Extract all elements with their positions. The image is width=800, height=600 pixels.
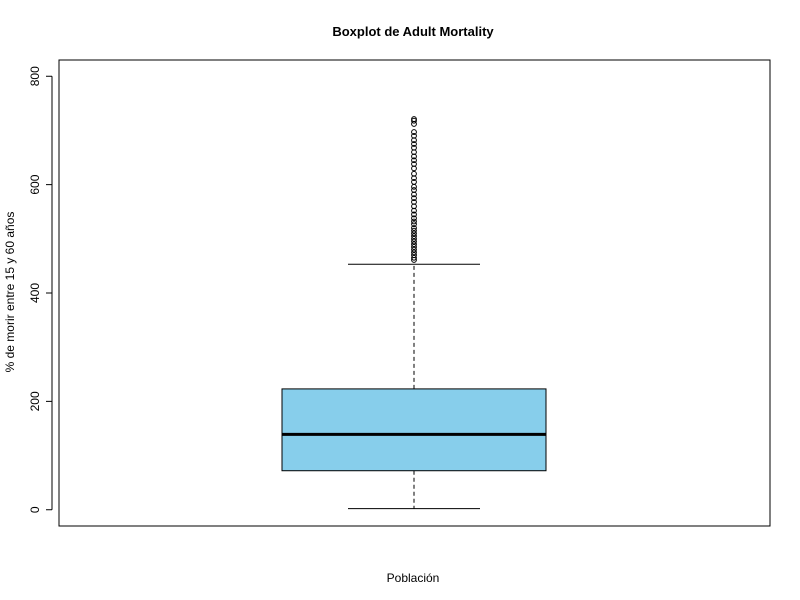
outlier-point-23 [411,183,417,190]
outlier-point-8 [411,235,417,242]
y-tick-label-800: 800 [28,66,42,86]
boxplot [281,263,547,510]
outlier-point-2 [411,252,417,258]
outlier-point-13 [411,221,417,228]
outlier-point-26 [411,170,417,177]
outlier-point-5 [411,244,417,250]
x-axis-label: Población [387,571,440,585]
outlier-point-29 [411,157,417,164]
outlier-point-28 [411,161,417,167]
outlier-point-11 [411,227,417,234]
plot-frame [58,59,771,527]
y-tick-label-200: 200 [28,391,42,411]
outlier-point-36 [411,129,417,135]
y-tick-label-0: 0 [28,506,42,513]
outlier-point-15 [411,215,417,222]
y-axis: 0 200 400 600 800 [28,66,53,513]
outlier-point-6 [411,241,417,248]
chart-title: Boxplot de Adult Mortality [332,24,494,39]
outlier-point-20 [411,195,417,202]
outlier-point-35 [411,132,417,139]
outlier-point-10 [411,230,417,237]
outliers [411,116,417,263]
outlier-point-32 [411,144,417,151]
outlier-point-39 [411,116,417,122]
outlier-point-16 [411,211,417,218]
outlier-point-19 [411,199,417,205]
outlier-point-33 [411,141,417,147]
outlier-point-1 [411,254,417,261]
iqr-box [281,388,547,472]
outlier-point-9 [411,233,417,240]
outlier-point-3 [411,249,417,256]
outlier-point-22 [411,187,417,193]
outlier-point-7 [411,238,417,245]
outlier-point-24 [411,179,417,185]
y-tick-label-400: 400 [28,283,42,303]
y-axis-label: % de morir entre 15 y 60 años [3,212,17,373]
outlier-point-4 [411,246,417,253]
y-tick-label-600: 600 [28,174,42,194]
outlier-point-12 [411,225,417,231]
outlier-point-14 [411,218,417,225]
